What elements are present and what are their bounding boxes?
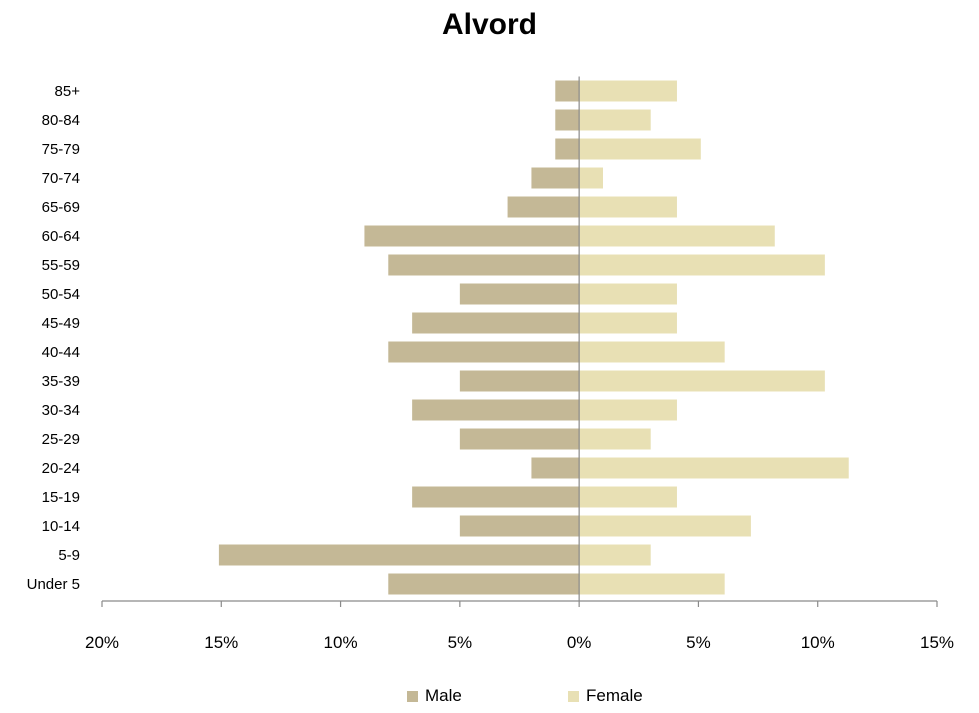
bar-male-5-9: [218, 544, 580, 566]
category-label: Under 5: [27, 576, 80, 593]
bar-male-30-34: [412, 399, 580, 421]
x-tick-label: 20%: [85, 633, 119, 652]
bar-female-65-69: [579, 196, 677, 218]
bar-female-40-44: [579, 341, 725, 363]
bar-female-60-64: [579, 225, 775, 247]
x-tick-label: 10%: [801, 633, 835, 652]
legend-swatch-female: [568, 690, 579, 702]
category-label: 50-54: [42, 286, 80, 303]
bar-female-70-74: [579, 167, 603, 189]
category-labels: Under 5 5-9 10-14 15-19 20-24 25-29 30-34 35-39…: [27, 83, 81, 593]
category-label: 15-19: [42, 489, 80, 506]
bar-female-10-14: [579, 515, 751, 537]
category-label: 85+: [55, 83, 81, 100]
legend-swatch-male: [407, 690, 418, 702]
bar-female-45-49: [579, 312, 677, 334]
x-tick-label: 15%: [204, 633, 238, 652]
bar-male-70-74: [531, 167, 580, 189]
legend-item-male: Male: [407, 686, 462, 706]
bar-male-80-84: [555, 109, 580, 131]
bar-male-under-5: [388, 573, 580, 595]
category-label: 65-69: [42, 199, 80, 216]
category-label: 80-84: [42, 112, 80, 129]
category-label: 70-74: [42, 170, 80, 187]
bar-male-25-29: [459, 428, 580, 450]
category-label: 5-9: [58, 547, 80, 564]
bar-male-15-19: [412, 486, 580, 508]
bar-female-75-79: [579, 138, 701, 160]
bar-female-85+: [579, 80, 677, 102]
x-tick-label: 10%: [324, 633, 358, 652]
bar-male-85+: [555, 80, 580, 102]
bar-female-35-39: [579, 370, 825, 392]
bar-male-10-14: [459, 515, 580, 537]
chart-title: Alvord: [441, 8, 537, 41]
category-label: 10-14: [42, 518, 80, 535]
x-tick-label: 5%: [686, 633, 711, 652]
category-label: 30-34: [42, 402, 80, 419]
legend-item-female: Female: [568, 686, 643, 706]
x-tick-label: 0%: [567, 633, 592, 652]
bars-group: [218, 80, 849, 595]
category-label: 35-39: [42, 373, 80, 390]
category-label: 25-29: [42, 431, 80, 448]
bar-male-50-54: [459, 283, 580, 305]
bar-male-45-49: [412, 312, 580, 334]
bar-female-5-9: [579, 544, 651, 566]
bar-female-20-24: [579, 457, 849, 479]
category-label: 60-64: [42, 228, 80, 245]
bar-female-30-34: [579, 399, 677, 421]
bar-male-35-39: [459, 370, 580, 392]
x-tick-label: 5%: [448, 633, 473, 652]
category-label: 75-79: [42, 141, 80, 158]
category-label: 45-49: [42, 315, 80, 332]
bar-male-65-69: [507, 196, 580, 218]
bar-female-80-84: [579, 109, 651, 131]
bar-female-25-29: [579, 428, 651, 450]
category-label: 20-24: [42, 460, 80, 477]
bar-male-40-44: [388, 341, 580, 363]
category-label: 55-59: [42, 257, 80, 274]
bar-female-under-5: [579, 573, 725, 595]
bar-female-15-19: [579, 486, 677, 508]
bar-male-60-64: [364, 225, 580, 247]
legend-label-male: Male: [425, 686, 462, 705]
bar-male-55-59: [388, 254, 580, 276]
bar-female-55-59: [579, 254, 825, 276]
bar-male-75-79: [555, 138, 580, 160]
legend: Male Female: [0, 686, 979, 708]
x-tick-label: 15%: [920, 633, 954, 652]
bar-male-20-24: [531, 457, 580, 479]
bar-female-50-54: [579, 283, 677, 305]
legend-label-female: Female: [586, 686, 643, 705]
category-label: 40-44: [42, 344, 80, 361]
x-axis: 20% 15% 10% 5% 0% 5% 10% 15%: [85, 76, 954, 652]
